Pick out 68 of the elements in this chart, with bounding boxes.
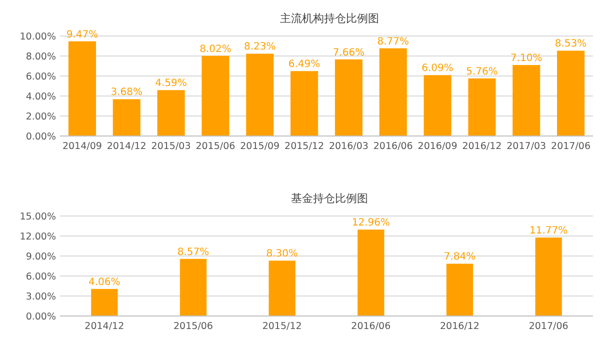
y-tick-label: 9.00% xyxy=(26,251,56,262)
data-label: 8.23% xyxy=(244,42,276,53)
bar xyxy=(157,90,185,136)
x-tick-label: 2016/06 xyxy=(351,321,391,332)
data-label: 8.30% xyxy=(266,248,298,260)
x-tick-label: 2017/06 xyxy=(551,141,591,152)
y-tick-label: 6.00% xyxy=(26,271,56,282)
x-tick-label: 2016/03 xyxy=(328,141,368,152)
bar xyxy=(424,75,452,136)
bar xyxy=(112,99,140,136)
data-label: 12.96% xyxy=(352,218,390,229)
bar xyxy=(68,41,96,136)
x-tick-label: 2015/06 xyxy=(174,321,213,332)
bar xyxy=(180,258,207,316)
x-tick-label: 2016/12 xyxy=(440,321,480,332)
data-label: 8.53% xyxy=(554,38,587,50)
data-label: 11.77% xyxy=(530,226,568,237)
bar xyxy=(246,54,274,136)
data-label: 7.66% xyxy=(332,47,365,58)
data-label: 6.49% xyxy=(288,59,320,70)
y-tick-label: 12.00% xyxy=(20,231,56,242)
bar xyxy=(535,238,562,316)
data-label: 4.06% xyxy=(88,276,120,288)
x-tick-label: 2017/06 xyxy=(528,321,568,332)
y-tick-label: 0.00% xyxy=(26,131,56,142)
bar xyxy=(268,260,296,316)
bar xyxy=(91,288,118,316)
chart-title: 基金持仓比例图 xyxy=(291,192,368,205)
data-label: 8.02% xyxy=(200,44,232,55)
y-tick-label: 15.00% xyxy=(20,211,56,222)
x-tick-label: 2015/09 xyxy=(240,141,280,152)
y-tick-label: 0.00% xyxy=(26,311,56,322)
x-tick-label: 2015/12 xyxy=(262,321,302,332)
data-label: 7.10% xyxy=(510,53,542,64)
bar xyxy=(379,48,407,136)
bar xyxy=(334,59,362,136)
data-label: 8.77% xyxy=(377,36,410,48)
y-tick-label: 3.00% xyxy=(26,291,56,302)
x-tick-label: 2014/09 xyxy=(62,141,102,152)
x-tick-label: 2015/06 xyxy=(196,141,236,152)
x-tick-label: 2014/12 xyxy=(84,321,124,332)
data-label: 6.09% xyxy=(422,63,454,74)
chart-title: 主流机构持仓比例图 xyxy=(280,12,379,25)
bar xyxy=(468,78,496,136)
x-tick-label: 2014/12 xyxy=(106,141,146,152)
data-label: 7.84% xyxy=(444,252,476,263)
y-tick-label: 2.00% xyxy=(26,111,56,122)
data-label: 8.57% xyxy=(177,246,210,258)
bar xyxy=(446,264,474,316)
x-tick-label: 2016/06 xyxy=(373,141,413,152)
y-tick-label: 8.00% xyxy=(26,51,56,62)
bar xyxy=(358,230,384,316)
bar xyxy=(512,65,540,136)
data-label: 5.76% xyxy=(466,66,498,78)
bar xyxy=(290,71,318,136)
data-label: 9.47% xyxy=(66,29,98,40)
y-tick-label: 6.00% xyxy=(26,71,56,82)
y-tick-label: 4.00% xyxy=(26,91,56,102)
x-tick-label: 2016/09 xyxy=(418,141,458,152)
data-label: 4.59% xyxy=(155,78,187,90)
y-tick-label: 10.00% xyxy=(20,31,56,42)
x-tick-label: 2016/12 xyxy=(462,141,502,152)
bar xyxy=(557,50,585,136)
x-tick-label: 2015/12 xyxy=(284,141,324,152)
x-tick-label: 2015/03 xyxy=(151,141,191,152)
bar xyxy=(202,56,230,136)
x-tick-label: 2017/03 xyxy=(506,141,546,152)
data-label: 3.68% xyxy=(110,87,143,98)
